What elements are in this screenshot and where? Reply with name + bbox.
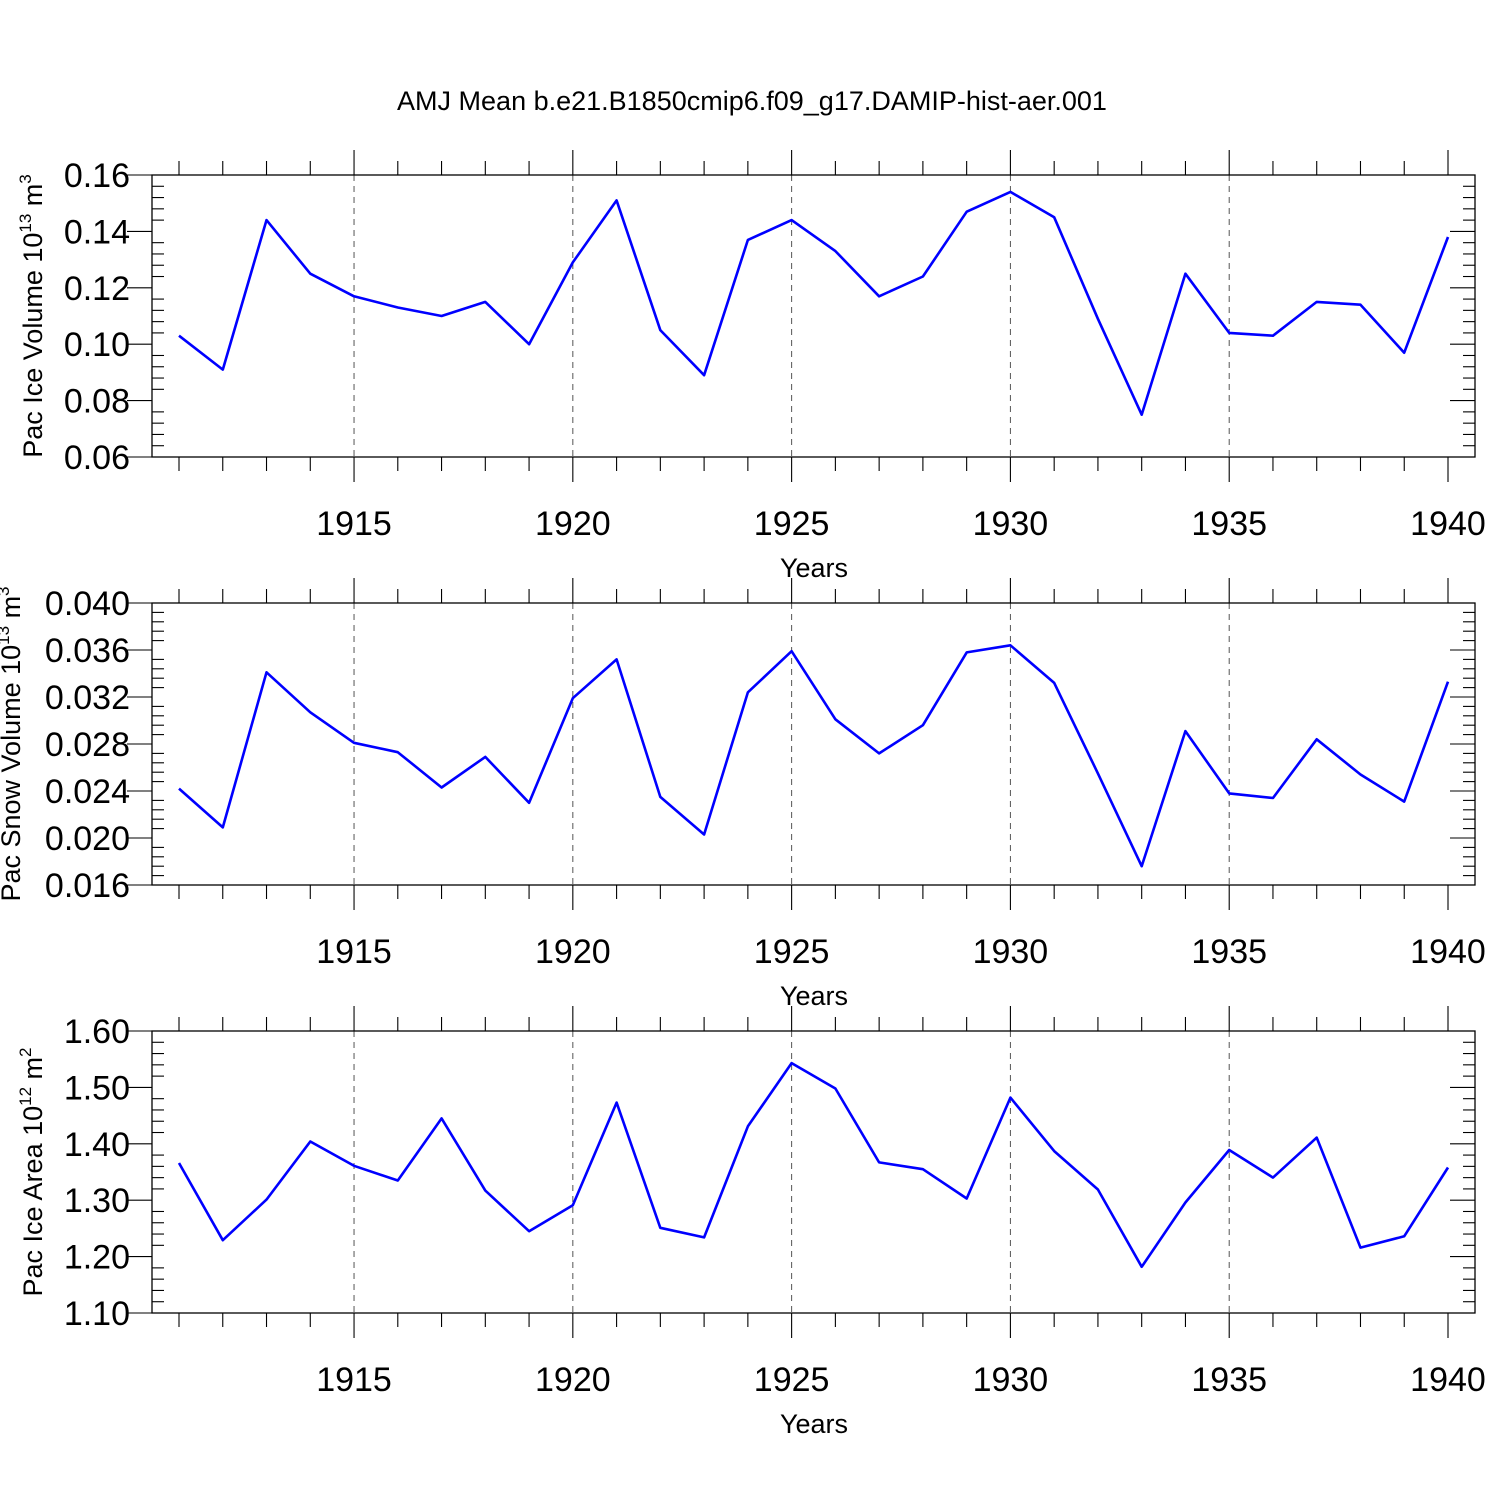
chart-panel-3: 1.10 1.20 1.30 1.40 1.50 1.60 1915 1920 1925 1930… (16, 1006, 1486, 1439)
x-tick-label: 1935 (1191, 505, 1267, 543)
x-tick-label: 1915 (316, 1361, 392, 1399)
chart-panel-1: 0.06 0.08 0.10 0.12 0.14 0.16 1915 1920 1925 1930… (16, 150, 1486, 583)
y-tick-label: 0.032 (45, 679, 130, 717)
y-tick-label: 0.16 (64, 157, 130, 195)
x-tick-label: 1915 (316, 933, 392, 971)
x-tick-label: 1935 (1191, 933, 1267, 971)
series-line (177, 1061, 1450, 1269)
y-axis-label: Pac Snow Volume 1013 m3 (0, 586, 26, 901)
y-tick-label: 1.30 (64, 1182, 130, 1220)
panels: 0.06 0.08 0.10 0.12 0.14 0.16 1915 1920 1925 1930… (0, 150, 1486, 1439)
x-axis-label: Years (780, 1409, 848, 1439)
x-tick-label: 1935 (1191, 1361, 1267, 1399)
x-tick-label: 1940 (1410, 933, 1486, 971)
plot-frame (151, 1030, 1476, 1314)
y-tick-label: 0.06 (64, 439, 130, 477)
x-tick-label: 1925 (754, 1361, 830, 1399)
series-line (178, 190, 1450, 417)
x-axis-label: Years (780, 553, 848, 583)
y-axis-label: Pac Ice Area 1012 m2 (16, 1047, 48, 1296)
y-tick-label: 0.10 (64, 326, 130, 364)
x-tick-label: 1920 (535, 933, 611, 971)
y-tick-label: 1.20 (64, 1239, 130, 1277)
y-tick-label: 0.024 (45, 773, 130, 811)
y-tick-label: 0.036 (45, 632, 130, 670)
y-tick-label: 0.12 (64, 270, 130, 308)
x-axis-label: Years (780, 981, 848, 1011)
series-line (178, 643, 1450, 868)
x-tick-label: 1930 (973, 1361, 1049, 1399)
y-axis-label: Pac Ice Volume 1013 m3 (16, 174, 48, 458)
x-tick-label: 1920 (535, 505, 611, 543)
plot-frame (151, 602, 1476, 886)
x-tick-label: 1925 (754, 505, 830, 543)
x-tick-label: 1930 (973, 933, 1049, 971)
y-tick-label: 1.60 (64, 1013, 130, 1051)
y-tick-label: 0.028 (45, 726, 130, 764)
chart-panel-2: 0.016 0.020 0.024 0.028 0.032 0.036 0.040 1915 1… (0, 578, 1486, 1011)
x-tick-label: 1920 (535, 1361, 611, 1399)
y-tick-label: 0.14 (64, 213, 130, 251)
y-tick-label: 0.040 (45, 585, 130, 623)
y-tick-label: 1.50 (64, 1069, 130, 1107)
x-tick-label: 1940 (1410, 1361, 1486, 1399)
y-tick-label: 0.020 (45, 820, 130, 858)
x-tick-label: 1915 (316, 505, 392, 543)
x-tick-label: 1930 (973, 505, 1049, 543)
y-tick-label: 0.016 (45, 867, 130, 905)
y-tick-label: 1.10 (64, 1295, 130, 1333)
x-tick-label: 1940 (1410, 505, 1486, 543)
chart-title: AMJ Mean b.e21.B1850cmip6.f09_g17.DAMIP-… (397, 86, 1107, 116)
x-tick-label: 1925 (754, 933, 830, 971)
y-tick-label: 0.08 (64, 383, 130, 421)
plot-frame (151, 174, 1476, 458)
y-tick-label: 1.40 (64, 1126, 130, 1164)
